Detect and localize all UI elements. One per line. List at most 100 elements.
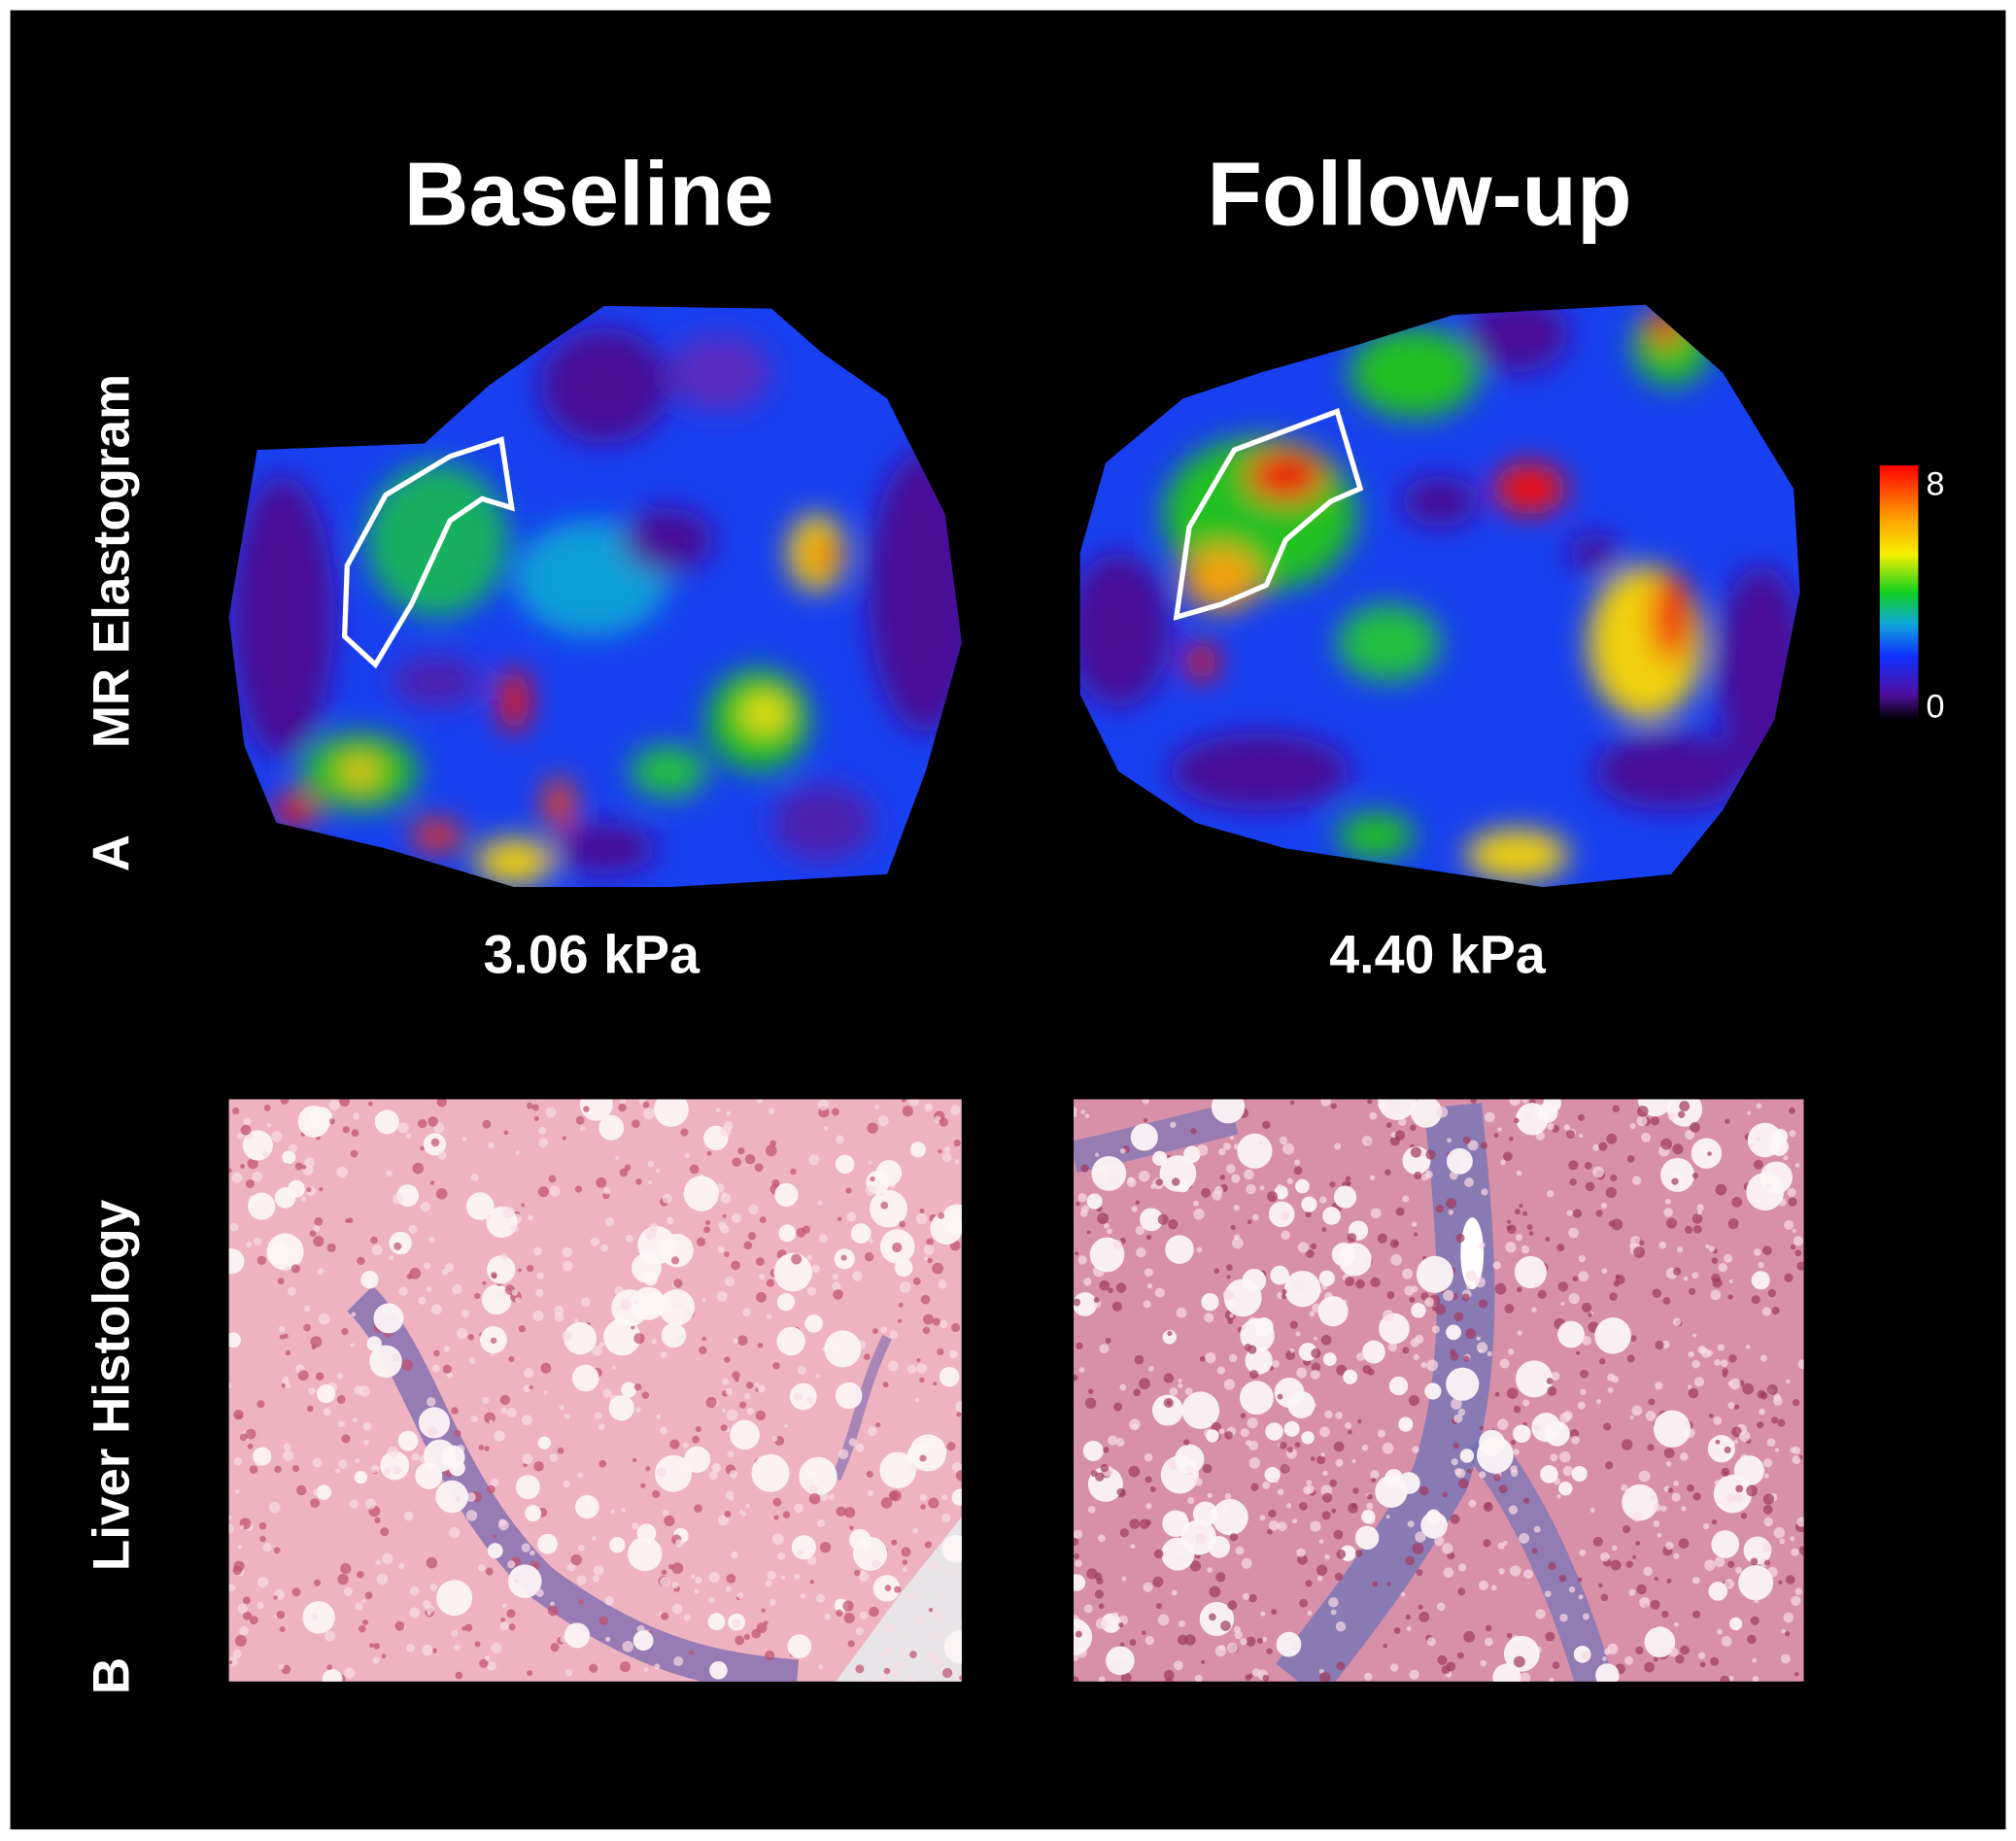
texture bbox=[1145, 1476, 1152, 1483]
texture bbox=[848, 1438, 857, 1447]
texture bbox=[500, 1618, 506, 1622]
texture bbox=[1175, 1444, 1205, 1474]
texture bbox=[1426, 1359, 1439, 1372]
texture bbox=[382, 1552, 393, 1565]
texture bbox=[1680, 1645, 1690, 1655]
texture bbox=[1798, 1546, 1804, 1555]
texture bbox=[350, 1343, 355, 1347]
texture bbox=[1324, 1554, 1330, 1560]
texture bbox=[1513, 1424, 1531, 1444]
texture bbox=[455, 1671, 463, 1680]
texture bbox=[1246, 1183, 1256, 1195]
texture bbox=[895, 1660, 904, 1669]
texture bbox=[1334, 1142, 1342, 1150]
texture bbox=[1184, 1387, 1193, 1396]
texture bbox=[662, 1193, 672, 1204]
texture bbox=[1369, 1111, 1378, 1120]
texture bbox=[530, 1550, 535, 1556]
texture bbox=[800, 1593, 806, 1599]
texture bbox=[673, 1278, 683, 1288]
texture bbox=[1178, 1382, 1183, 1389]
texture bbox=[1751, 1295, 1760, 1305]
texture bbox=[791, 1253, 803, 1265]
texture bbox=[1454, 1468, 1462, 1476]
texture bbox=[1774, 1448, 1780, 1452]
texture bbox=[602, 1388, 612, 1398]
texture bbox=[1119, 1528, 1129, 1538]
texture bbox=[1094, 1589, 1104, 1599]
texture bbox=[1551, 1371, 1560, 1381]
texture bbox=[823, 1125, 829, 1132]
texture bbox=[868, 1160, 872, 1165]
texture bbox=[867, 1489, 874, 1497]
texture bbox=[624, 1164, 632, 1172]
texture bbox=[376, 1573, 389, 1585]
texture bbox=[1386, 1291, 1395, 1299]
texture bbox=[344, 1667, 356, 1679]
row-label: Liver Histology bbox=[83, 1199, 140, 1571]
texture bbox=[729, 1470, 738, 1479]
texture bbox=[771, 1533, 784, 1546]
texture bbox=[689, 1650, 695, 1655]
texture bbox=[239, 1433, 248, 1442]
texture bbox=[1558, 1482, 1573, 1496]
texture bbox=[503, 1130, 509, 1136]
texture bbox=[891, 1539, 898, 1546]
texture bbox=[294, 1162, 303, 1171]
texture bbox=[1393, 1626, 1401, 1634]
texture bbox=[706, 1150, 712, 1156]
texture bbox=[671, 1562, 684, 1575]
texture bbox=[1241, 1557, 1252, 1569]
texture bbox=[575, 1494, 599, 1519]
texture bbox=[1711, 1530, 1740, 1558]
texture bbox=[401, 1359, 413, 1371]
texture bbox=[1409, 1296, 1416, 1303]
texture bbox=[832, 1281, 841, 1291]
texture bbox=[1714, 1359, 1722, 1366]
texture bbox=[234, 1635, 247, 1647]
texture bbox=[956, 1412, 962, 1417]
texture bbox=[1103, 1222, 1110, 1229]
texture bbox=[1790, 1244, 1796, 1250]
texture bbox=[901, 1547, 911, 1557]
texture bbox=[600, 1244, 609, 1252]
texture bbox=[707, 1596, 715, 1604]
texture bbox=[1577, 1113, 1585, 1121]
texture bbox=[855, 1626, 865, 1636]
texture bbox=[1650, 1599, 1660, 1610]
texture bbox=[951, 1462, 962, 1473]
texture bbox=[529, 1385, 533, 1390]
texture bbox=[694, 1588, 700, 1594]
texture bbox=[1569, 1428, 1580, 1439]
texture bbox=[1549, 1677, 1555, 1682]
texture bbox=[885, 1646, 894, 1654]
texture bbox=[1763, 1458, 1773, 1468]
texture bbox=[1078, 1367, 1085, 1374]
texture bbox=[1201, 1293, 1219, 1312]
texture bbox=[914, 1397, 920, 1403]
texture bbox=[872, 1328, 878, 1335]
texture bbox=[282, 1376, 290, 1384]
texture bbox=[811, 1264, 821, 1274]
texture bbox=[1405, 1614, 1412, 1620]
texture bbox=[482, 1119, 492, 1129]
texture bbox=[1671, 1492, 1681, 1502]
texture bbox=[303, 1305, 311, 1313]
texture bbox=[1259, 1185, 1265, 1191]
texture bbox=[1459, 1449, 1475, 1463]
texture bbox=[592, 1345, 602, 1356]
texture bbox=[499, 1620, 509, 1631]
texture bbox=[1287, 1390, 1316, 1419]
texture bbox=[1418, 1485, 1429, 1496]
texture bbox=[694, 1504, 702, 1513]
texture bbox=[772, 1362, 780, 1370]
texture bbox=[912, 1527, 919, 1534]
texture bbox=[1168, 1218, 1179, 1230]
texture bbox=[1693, 1377, 1705, 1387]
texture bbox=[1592, 1536, 1603, 1548]
texture bbox=[1457, 1587, 1466, 1596]
texture bbox=[1412, 1446, 1419, 1453]
texture bbox=[1218, 1147, 1226, 1156]
texture bbox=[1216, 1366, 1226, 1375]
texture bbox=[1662, 1297, 1671, 1305]
